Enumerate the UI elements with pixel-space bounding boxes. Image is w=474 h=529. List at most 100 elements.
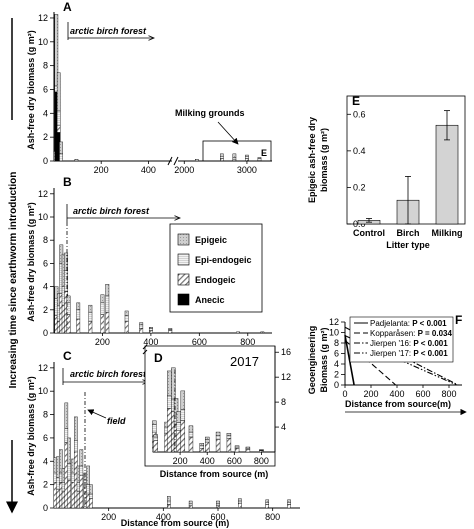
panel-b-bar-epigeic [148,327,153,329]
panel-d-bar-epigeic [188,425,194,433]
panel-a-ytick-label: 8 [43,61,48,71]
panel-c-bar-endo [89,498,93,509]
panel-c-bar-epigeic [265,499,270,503]
panel-c-bar-endo [238,503,242,509]
panel-c-bar-epigeic [216,500,220,504]
panel-e-ylabel-line1: Epigeic ash-free dry [307,117,317,203]
panel-e-category-label: Control [353,228,385,238]
panel-e: E Epigeic ash-free dry biomass (g m²) 0.… [307,94,466,250]
panel-f-ytick-label: 0 [334,380,339,390]
panel-f-letter: F [455,313,462,327]
panel-a-ytick-label: 6 [43,84,48,94]
panel-d-bar-endo [215,439,221,453]
panel-f-xlabel: Distance from source(m) [345,399,451,409]
panel-f-ytick-label: 2 [334,370,339,380]
panel-d-xtick-label: 600 [227,456,242,466]
panel-b-ytick-label: 10 [38,212,48,222]
panel-c-bar-epiendo [166,500,171,505]
panel-d-bar-epigeic [171,367,176,400]
legend-label-anecic: Anecic [195,295,225,305]
panel-c: C Ash-free dry biomass (g m²) 024681012 … [26,349,300,528]
panel-c-bar-epigeic [238,498,242,502]
panel-e-letter: E [352,94,360,108]
panel-c-bar-endo [188,505,193,509]
panel-f-xtick-label: 800 [441,389,456,399]
panel-d-bar-epigeic [153,434,158,438]
panel-d-bar-epiendo [153,436,158,441]
panel-c-ytick-label: 0 [43,503,48,513]
panel-b-bar-endo [105,311,110,334]
legend: Epigeic Epi-endogeic Endogeic Anecic [169,223,263,313]
panel-a-axis-break [167,156,179,166]
panel-d-bar-endo [176,429,181,453]
panel-f-ytick-label: 10 [329,328,339,338]
panel-c-ytick-label: 8 [43,410,48,420]
panel-c-ytick-label: 4 [43,456,48,466]
panel-b-bar-endo [88,321,93,334]
panel-c-bar-epiendo [79,465,84,476]
panel-b-bar-epigeic [100,294,105,304]
panel-b-bar-epigeic [66,295,71,304]
panel-d-bar-epiendo [226,435,232,439]
panel-a-ytick-label: 2 [43,132,48,142]
panel-c-bar-endo [265,504,270,509]
panel-c-bar-endo [79,475,84,509]
panel-a-bar-epigeic [194,159,199,162]
panel-a-bar-epigeic [74,159,79,162]
legend-swatch-endo [177,273,190,286]
panel-b-bar-epigeic [54,286,59,299]
panel-d-bar-epiendo [205,439,210,443]
panel-f-ylabel-line1: Geoengineering [307,326,317,395]
panel-c-bar-endo [166,504,171,509]
panel-f-legend-label: Kopparåsen: P = 0.034 [370,329,452,338]
panel-b-bar-endo [236,331,240,334]
panel-d-xtick-label: 800 [254,456,269,466]
panel-a-bar-epiendo [232,157,237,161]
panel-d-bar-endo [188,436,194,453]
panel-b-xtick-label: 200 [95,337,110,347]
panel-d-bar-epiendo [180,409,186,422]
panel-c-bar-endo [67,479,71,509]
panel-f-xtick-label: 0 [342,389,347,399]
legend-label-epiendo: Epi-endogeic [195,255,252,265]
panel-a-xtick-label: 3000 [237,165,257,175]
panel-d-break [142,344,148,355]
panel-c-ylabel: Ash-free dry biomass (g m²) [26,376,36,496]
panel-a-bar-epigeic [257,157,262,159]
panel-d-bar-epigeic [180,390,186,410]
panel-d-bar-endo [234,448,240,453]
panel-a-milking-pointer [217,121,239,145]
panel-d-bar-epiendo [188,431,194,438]
legend-label-epigeic: Epigeic [195,235,227,245]
panel-d-bar-endo [245,449,251,453]
panel-b: B Ash-free dry biomass (g m²) 024681012 … [26,175,272,347]
panel-f-legend-label: Padjelanta: P < 0.001 [370,319,447,328]
panel-c-bar-epiendo [287,501,291,505]
panel-d-bar-epiendo [215,435,221,440]
panel-b-xtick-label: 600 [192,337,207,347]
panel-b-xtick-label: 400 [143,337,158,347]
panel-c-bar-endo [287,504,291,509]
panel-e-category-label: Milking [432,228,463,238]
panel-b-bar-epiendo [76,309,81,320]
panel-d-bar-epiendo [199,445,205,449]
panel-c-bar-epiendo [216,503,220,506]
panel-a-bar-epigeic [220,153,224,157]
panel-d-bar-endo [199,448,205,453]
panel-d-ytick-label: 16 [281,347,291,357]
panel-c-ytick-label: 10 [38,386,48,396]
panel-a-ytick-label: 10 [38,37,48,47]
panel-b-bar-epigeic [139,322,144,326]
panel-a-xtick-label: 200 [94,165,109,175]
panel-c-bar-epigeic [89,484,93,495]
panel-a-bar-epigeic [54,14,59,87]
panel-b-bar-epigeic [76,302,81,310]
panel-a-letter: A [63,0,72,14]
panel-f-ytick-label: 8 [334,338,339,348]
panel-c-field-pointer [87,409,107,419]
panel-c-xtick-label: 600 [210,512,225,522]
panel-d-bar-endo [205,441,210,453]
legend-label-endo: Endogeic [195,275,236,285]
panel-d-bar-epigeic [199,443,205,446]
